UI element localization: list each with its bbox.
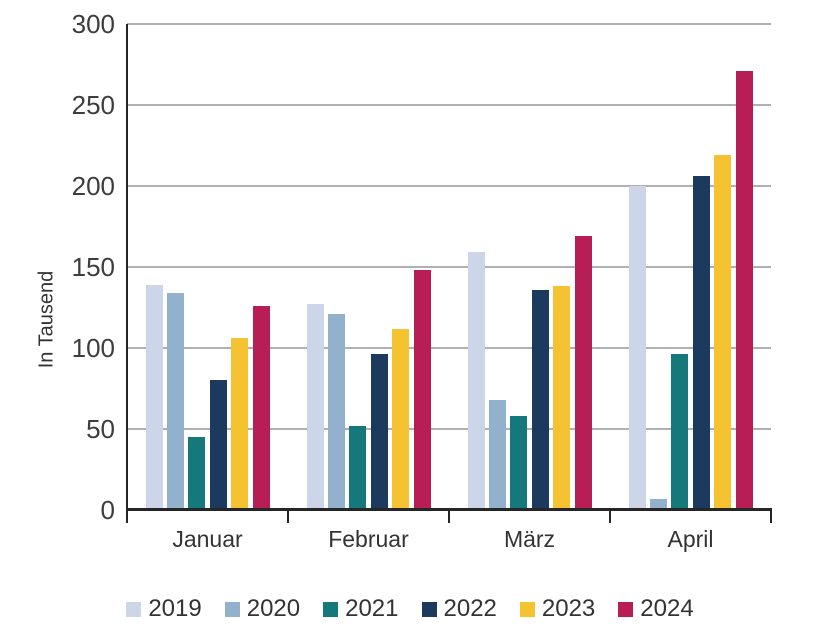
bar-2021-januar [188,437,206,510]
plot-area [127,23,771,510]
x-category-label-april: April [667,526,714,552]
y-tick-label-150: 150 [71,252,115,282]
gridline-50 [127,428,771,430]
legend-item-2020: 2020 [224,594,301,624]
bar-2022-januar [209,380,227,510]
y-tick-label-200: 200 [71,171,115,201]
x-category-label-märz: März [503,526,556,552]
bar-2024-januar [252,306,270,510]
x-axis-tick-3 [609,508,611,523]
y-tick-label-100: 100 [71,333,115,363]
legend-item-2023: 2023 [519,594,596,624]
bar-2023-januar [231,338,249,510]
legend-label-2023: 2023 [541,595,596,622]
gridline-300 [127,23,771,25]
legend-item-2022: 2022 [421,594,497,624]
legend-item-2024: 2024 [618,594,694,624]
bar-2022-april [692,176,710,510]
bar-2024-februar [413,270,431,510]
legend-item-2019: 2019 [126,594,202,624]
legend-label-2019: 2019 [148,595,202,622]
bar-2020-april [649,499,667,510]
legend-item-2021: 2021 [323,594,399,624]
bar-2023-februar [392,329,410,510]
gridline-250 [127,104,771,106]
bar-2021-februar [349,426,367,510]
x-axis-tick-2 [448,508,450,523]
legend-swatch-icon [421,601,437,617]
bar-2022-märz [531,290,549,510]
bar-2019-februar [306,304,324,510]
legend-swatch-icon [323,601,339,617]
bar-2024-april [735,71,753,510]
bar-2020-januar [166,293,184,510]
y-tick-label-300: 300 [71,9,115,39]
y-tick-label-0: 0 [100,495,115,525]
bar-2019-april [628,186,646,510]
bar-2019-januar [145,285,163,510]
bar-2021-april [671,354,689,510]
bar-2022-februar [370,354,388,510]
bar-2020-märz [488,400,506,510]
legend-label-2024: 2024 [640,595,694,622]
x-axis-tick-4 [770,508,772,523]
bar-2023-märz [553,286,571,510]
gridline-200 [127,185,771,187]
legend-swatch-icon [126,601,142,617]
legend-label-2022: 2022 [443,595,497,622]
legend-swatch-icon [224,601,240,617]
bar-2024-märz [574,236,592,510]
gridline-150 [127,266,771,268]
legend-swatch-icon [618,601,634,617]
y-tick-label-50: 50 [86,414,115,444]
gridline-100 [127,347,771,349]
legend-swatch-icon [519,601,535,617]
chart-legend: 2019 2020 2021 2022 2023 2024 [0,594,820,624]
bar-2019-märz [467,252,485,510]
x-axis-tick-0 [126,508,128,523]
legend-label-2020: 2020 [246,595,301,622]
legend-label-2021: 2021 [345,595,399,622]
y-axis-line [126,24,128,511]
x-axis-tick-1 [287,508,289,523]
bar-2023-april [714,155,732,510]
y-tick-label-250: 250 [71,90,115,120]
bar-2020-februar [327,314,345,510]
bar-2021-märz [510,416,528,510]
x-category-label-februar: Februar [328,526,409,552]
x-category-label-januar: Januar [172,526,243,552]
